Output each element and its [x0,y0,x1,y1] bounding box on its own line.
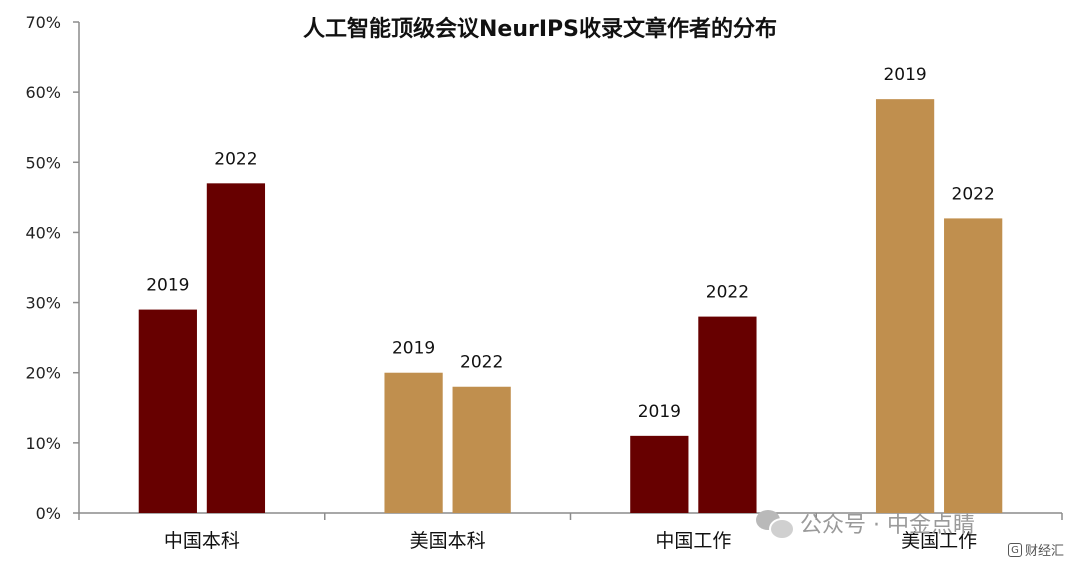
bar [452,386,511,513]
y-tick-label: 30% [25,294,61,313]
y-axis: 0% 10% 20% 30% 40% 50% 60% 70% [25,13,80,523]
bar [698,316,757,513]
data-label: 2019 [638,402,681,422]
source-badge: G 财经汇 [1008,540,1064,559]
logo-icon: G [1008,542,1022,557]
data-label: 2022 [706,283,749,303]
bar [384,372,443,513]
chart-title: 人工智能顶级会议NeurIPS收录文章作者的分布 [303,16,777,42]
source-text: 财经汇 [1025,544,1065,559]
x-tick-label: 美国本科 [410,530,486,552]
data-label: 2019 [392,339,435,359]
y-tick-label: 70% [25,13,61,32]
wechat-icon [756,508,795,540]
data-label: 2019 [146,276,189,296]
bar [875,99,935,514]
data-label: 2022 [214,149,257,169]
y-tick-label: 10% [25,434,61,453]
bar [138,309,197,513]
y-tick-label: 0% [36,504,61,523]
data-label: 2022 [952,184,995,204]
y-tick-label: 50% [25,153,61,172]
y-tick-label: 60% [25,83,61,102]
x-tick-label: 中国本科 [164,530,240,552]
bar [944,218,1003,513]
data-labels: 2019 2022 2019 2022 2019 2022 2019 2022 [146,65,995,422]
y-tick-label: 40% [25,223,61,242]
data-label: 2022 [460,353,503,373]
x-tick-label: 中国工作 [655,530,731,552]
data-label: 2019 [883,65,926,85]
x-tick-label: 美国工作 [901,530,977,552]
bar [206,183,266,514]
watermark-text: 公众号 · 中金点睛 [800,513,975,538]
y-tick-label: 20% [25,364,61,383]
bar [630,435,689,513]
watermark: 公众号 · 中金点睛 [756,506,975,540]
bars [138,99,1003,514]
